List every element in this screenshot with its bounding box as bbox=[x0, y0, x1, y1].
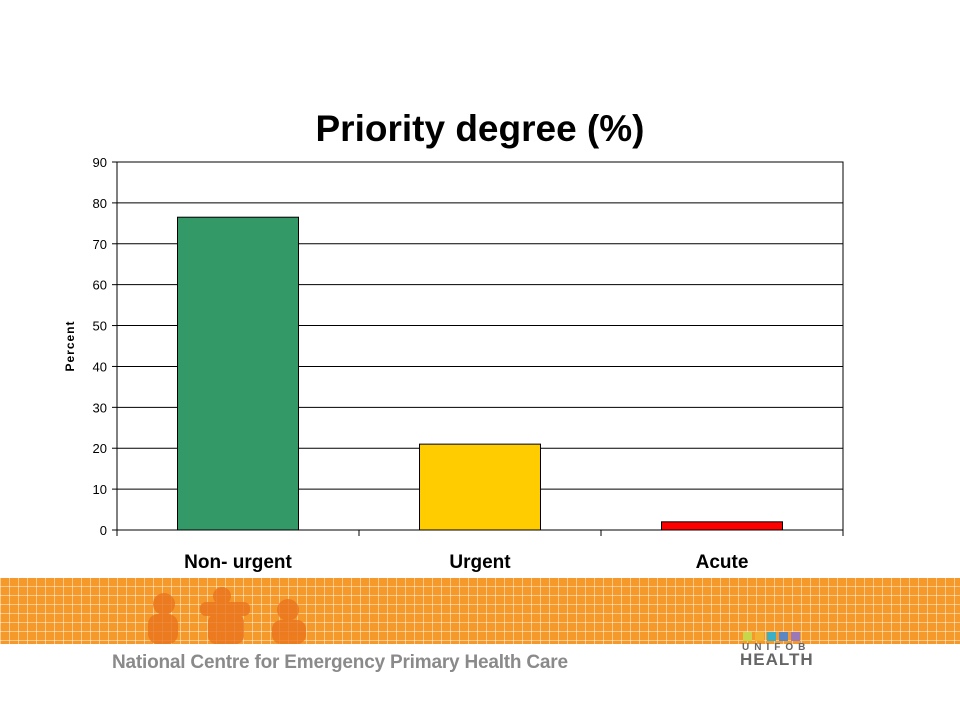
bar-1 bbox=[419, 443, 541, 531]
footer-illustration bbox=[148, 587, 306, 644]
x-category-label: Acute bbox=[696, 552, 749, 573]
logo-square bbox=[767, 632, 776, 641]
logo-squares bbox=[743, 632, 812, 641]
plot-frame bbox=[116, 161, 844, 531]
logo-square bbox=[779, 632, 788, 641]
y-tick-label: 20 bbox=[93, 441, 107, 456]
footer-organization-name: National Centre for Emergency Primary He… bbox=[112, 652, 568, 673]
chart-title: Priority degree (%) bbox=[316, 108, 645, 149]
y-tick-label: 70 bbox=[93, 237, 107, 252]
y-tick-label: 50 bbox=[93, 319, 107, 334]
y-tick-label: 40 bbox=[93, 359, 107, 374]
y-tick-label: 30 bbox=[93, 400, 107, 415]
x-category-labels: Non- urgent Urgent Acute bbox=[184, 552, 748, 573]
x-category-label: Non- urgent bbox=[184, 552, 292, 573]
y-tick-label: 80 bbox=[93, 196, 107, 211]
y-tick-labels: 0 10 20 30 40 50 60 70 80 90 bbox=[93, 155, 107, 538]
axes bbox=[112, 161, 844, 536]
y-axis-title: Percent bbox=[63, 320, 77, 371]
bar-2 bbox=[661, 521, 783, 531]
logo-square bbox=[755, 632, 764, 641]
bars bbox=[177, 216, 783, 531]
x-category-label: Urgent bbox=[449, 552, 511, 573]
logo-bottom-text: HEALTH bbox=[740, 650, 814, 669]
y-tick-label: 90 bbox=[93, 155, 107, 170]
unifob-health-logo: UNIFOB HEALTH bbox=[740, 632, 814, 682]
y-tick-label: 10 bbox=[93, 482, 107, 497]
logo-square bbox=[743, 632, 752, 641]
bar-0 bbox=[177, 216, 299, 531]
logo-top-text: UNIFOB bbox=[742, 642, 811, 653]
logo-square bbox=[791, 632, 800, 641]
bar-chart: Priority degree (%) 0102030405060708090 … bbox=[63, 108, 844, 573]
y-tick-label: 60 bbox=[93, 278, 107, 293]
y-tick-label: 0 bbox=[100, 523, 107, 538]
